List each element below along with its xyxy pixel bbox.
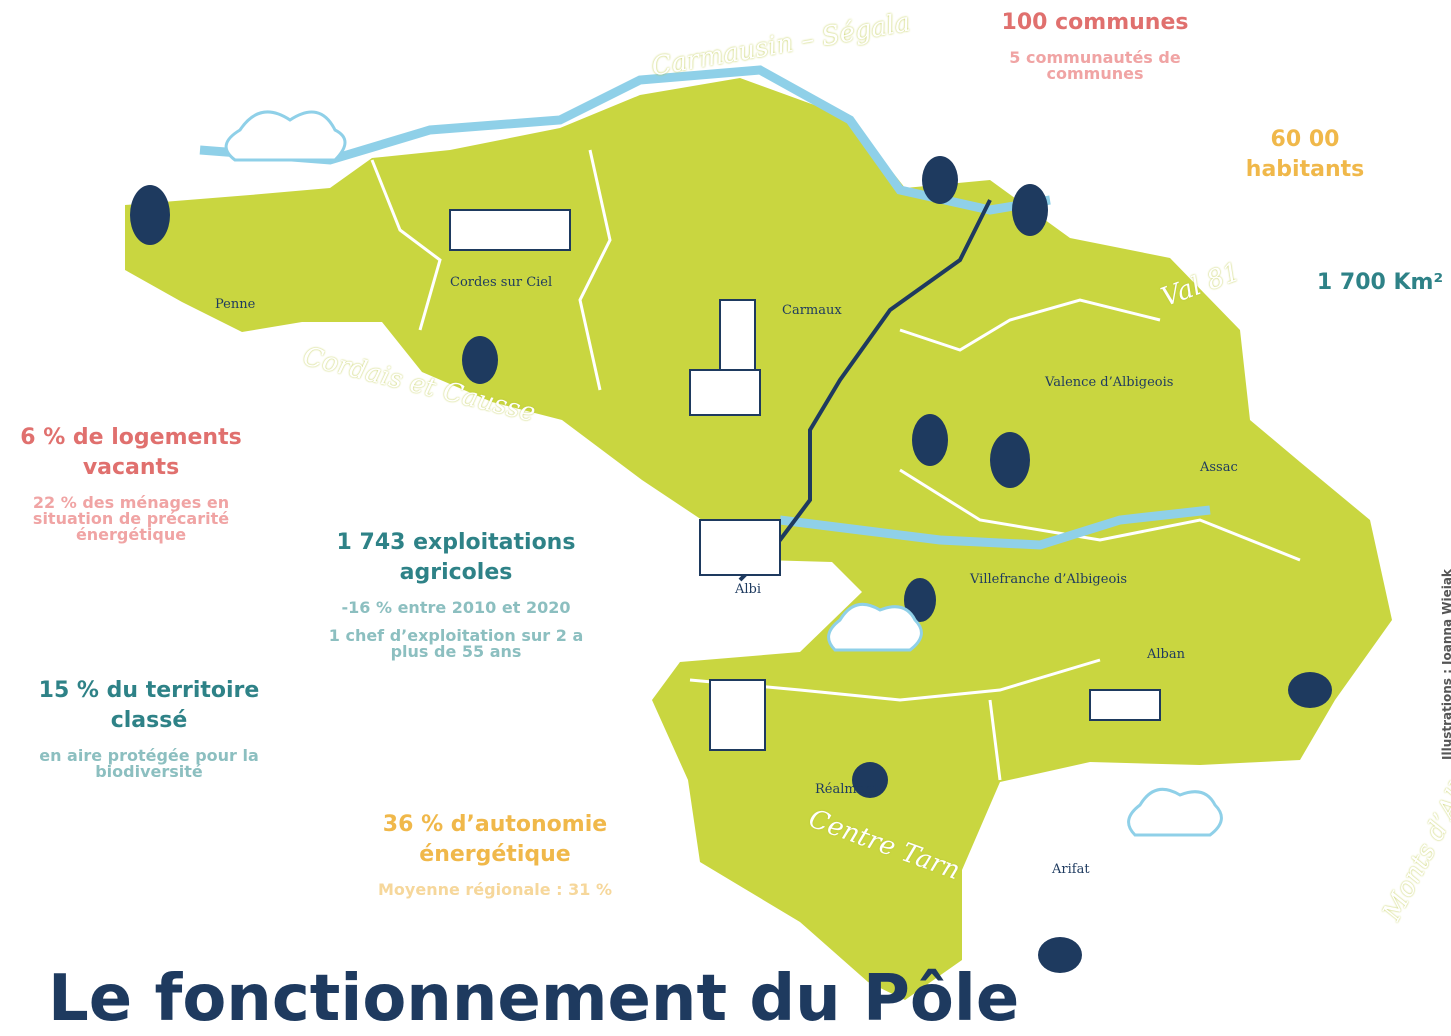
place-label: Penne — [215, 297, 255, 312]
stat-heading: 100 communes — [990, 8, 1200, 38]
credit: Illustrations : Joanna Wiejak — [1440, 569, 1451, 760]
stat-block: 100 communes 5 communautés de communes — [990, 8, 1200, 82]
page: {"title": "Le fonctionnement du Pôle", "… — [0, 0, 1451, 1035]
stat-block: 15 % du territoire classé en aire protégé… — [18, 676, 280, 780]
place-label: Albi — [735, 582, 761, 597]
stat-heading: 60 00 habitants — [1225, 125, 1385, 185]
place-label: Arifat — [1052, 862, 1090, 877]
page-title: Le fonctionnement du Pôle — [48, 962, 1019, 1036]
place-label: Villefranche d’Albigeois — [970, 572, 1127, 587]
stat-heading: 36 % d’autonomie énergétique — [345, 810, 645, 870]
place-label: Assac — [1200, 460, 1238, 475]
place-label: Réalmont — [815, 782, 878, 797]
stat-detail: 22 % des ménages en situation de précari… — [0, 495, 262, 543]
place-label: Alban — [1147, 647, 1185, 662]
stat-block: 1 700 Km² — [1300, 268, 1451, 298]
stat-heading: 15 % du territoire classé — [18, 676, 280, 736]
stat-heading: 1 700 Km² — [1300, 268, 1451, 298]
stat-block: 6 % de logements vacants 22 % des ménages… — [0, 423, 262, 543]
stat-detail: 5 communautés de communes — [990, 50, 1200, 82]
stat-detail: 1 chef d’exploitation sur 2 a plus de 55… — [325, 628, 587, 660]
place-label: Cordes sur Ciel — [450, 275, 552, 290]
place-label: Valence d’Albigeois — [1045, 375, 1173, 390]
place-label: Carmaux — [782, 303, 842, 318]
stat-heading: 6 % de logements vacants — [0, 423, 262, 483]
stat-block: 60 00 habitants — [1225, 125, 1385, 185]
stat-block: 36 % d’autonomie énergétique Moyenne régi… — [345, 810, 645, 898]
stat-heading: 1 743 exploitations agricoles — [325, 528, 587, 588]
stat-detail: -16 % entre 2010 et 2020 — [325, 600, 587, 616]
stat-block: 1 743 exploitations agricoles -16 % entre… — [325, 528, 587, 660]
stat-detail: en aire protégée pour la biodiversité — [18, 748, 280, 780]
stat-detail: Moyenne régionale : 31 % — [345, 882, 645, 898]
